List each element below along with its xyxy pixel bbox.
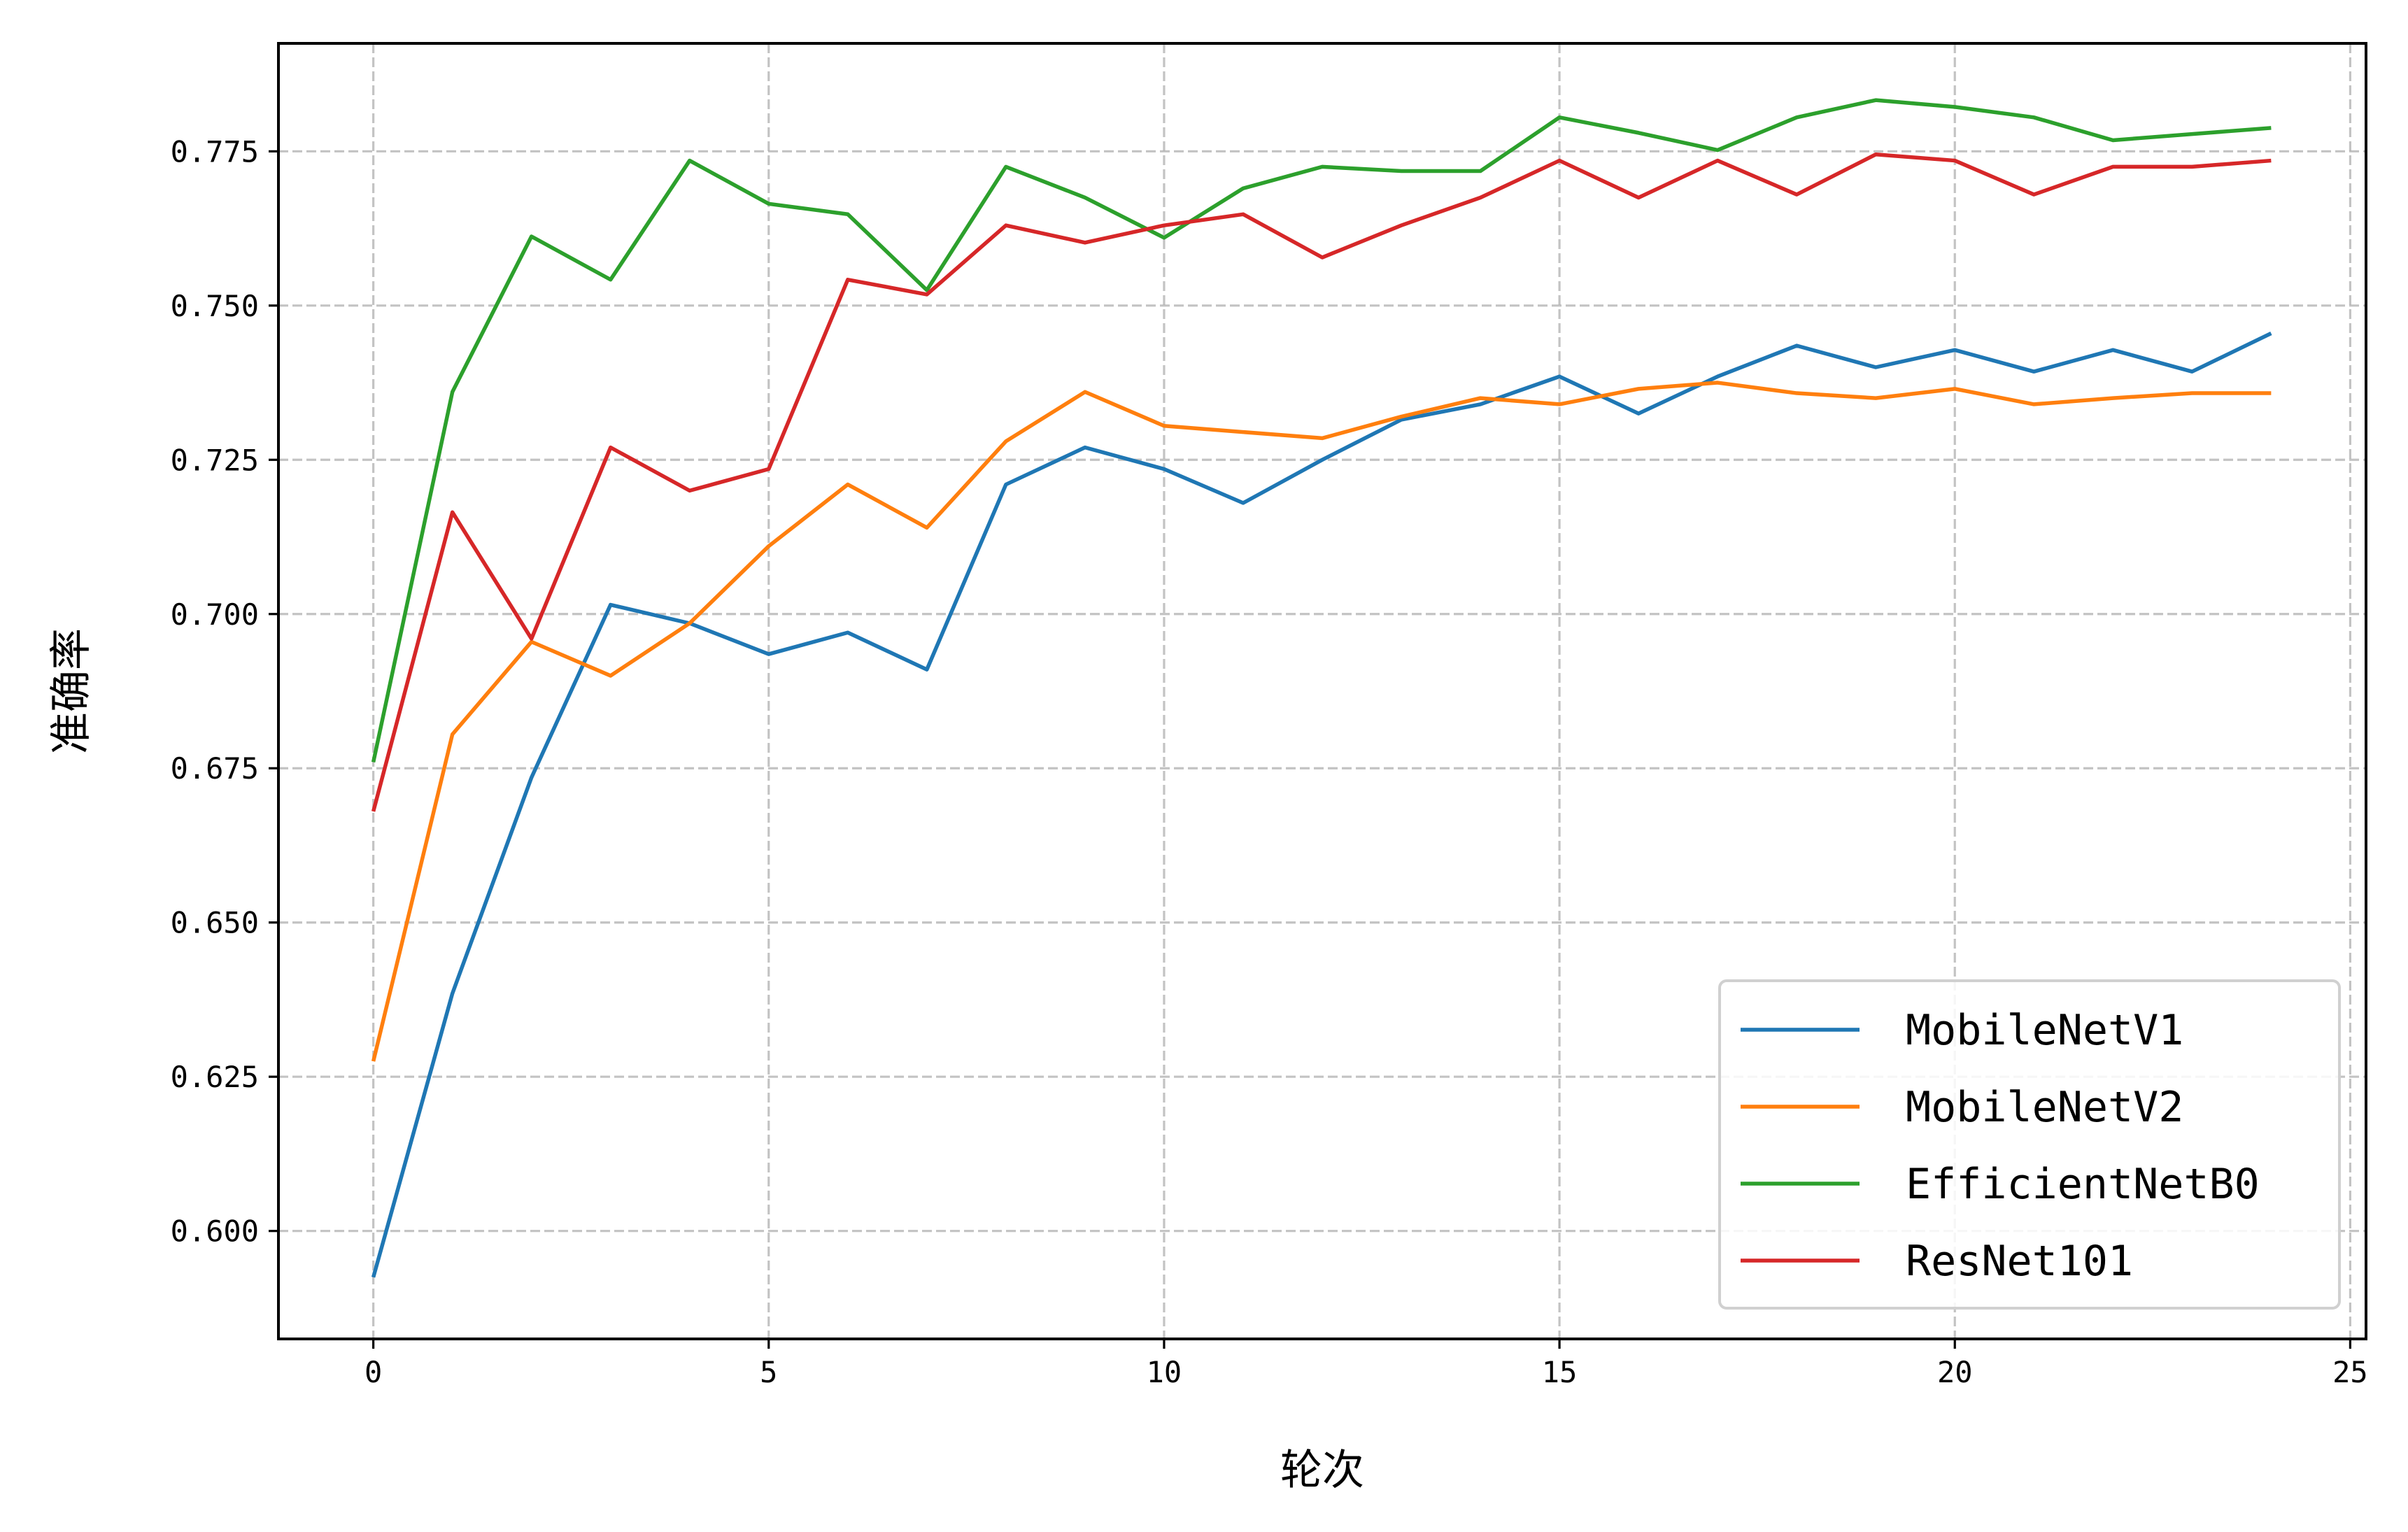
y-axis-label: 准确率 xyxy=(47,628,96,754)
legend-label: MobileNetV1 xyxy=(1906,1006,2183,1055)
legend-label: EfficientNetB0 xyxy=(1906,1160,2260,1209)
legend-label: MobileNetV2 xyxy=(1906,1083,2183,1132)
x-tick-label: 15 xyxy=(1542,1355,1578,1389)
plot-frame xyxy=(277,42,2367,1340)
x-tick-label: 0 xyxy=(364,1355,382,1389)
x-axis-label: 轮次 xyxy=(1280,1446,1364,1495)
axis-ticks: 0 5 10 15 20 25 0.600 0.625 0.650 0.675 0.700 0.725… xyxy=(171,134,2368,1389)
y-tick-label: 0.650 xyxy=(171,906,259,940)
legend-box xyxy=(1718,979,2341,1310)
y-tick-label: 0.625 xyxy=(171,1060,259,1094)
legend-label: ResNet101 xyxy=(1906,1237,2133,1286)
y-tick-label: 0.750 xyxy=(171,289,259,323)
y-tick-label: 0.775 xyxy=(171,134,259,169)
x-tick-label: 25 xyxy=(2332,1355,2368,1389)
y-tick-label: 0.600 xyxy=(171,1214,259,1249)
x-tick-label: 20 xyxy=(1937,1355,1973,1389)
series-line-mobilenetv2 xyxy=(371,381,2272,1062)
series-line-resnet101 xyxy=(371,152,2272,812)
y-tick-label: 0.700 xyxy=(171,597,259,632)
series-line-efficientnetb0 xyxy=(371,98,2272,763)
y-tick-label: 0.725 xyxy=(171,443,259,477)
x-tick-label: 10 xyxy=(1147,1355,1182,1389)
y-tick-label: 0.675 xyxy=(171,751,259,786)
x-tick-label: 5 xyxy=(760,1355,777,1389)
series-lines xyxy=(371,98,2272,1278)
legend: MobileNetV1 MobileNetV2 EfficientNetB0 ResN… xyxy=(1718,979,2341,1310)
